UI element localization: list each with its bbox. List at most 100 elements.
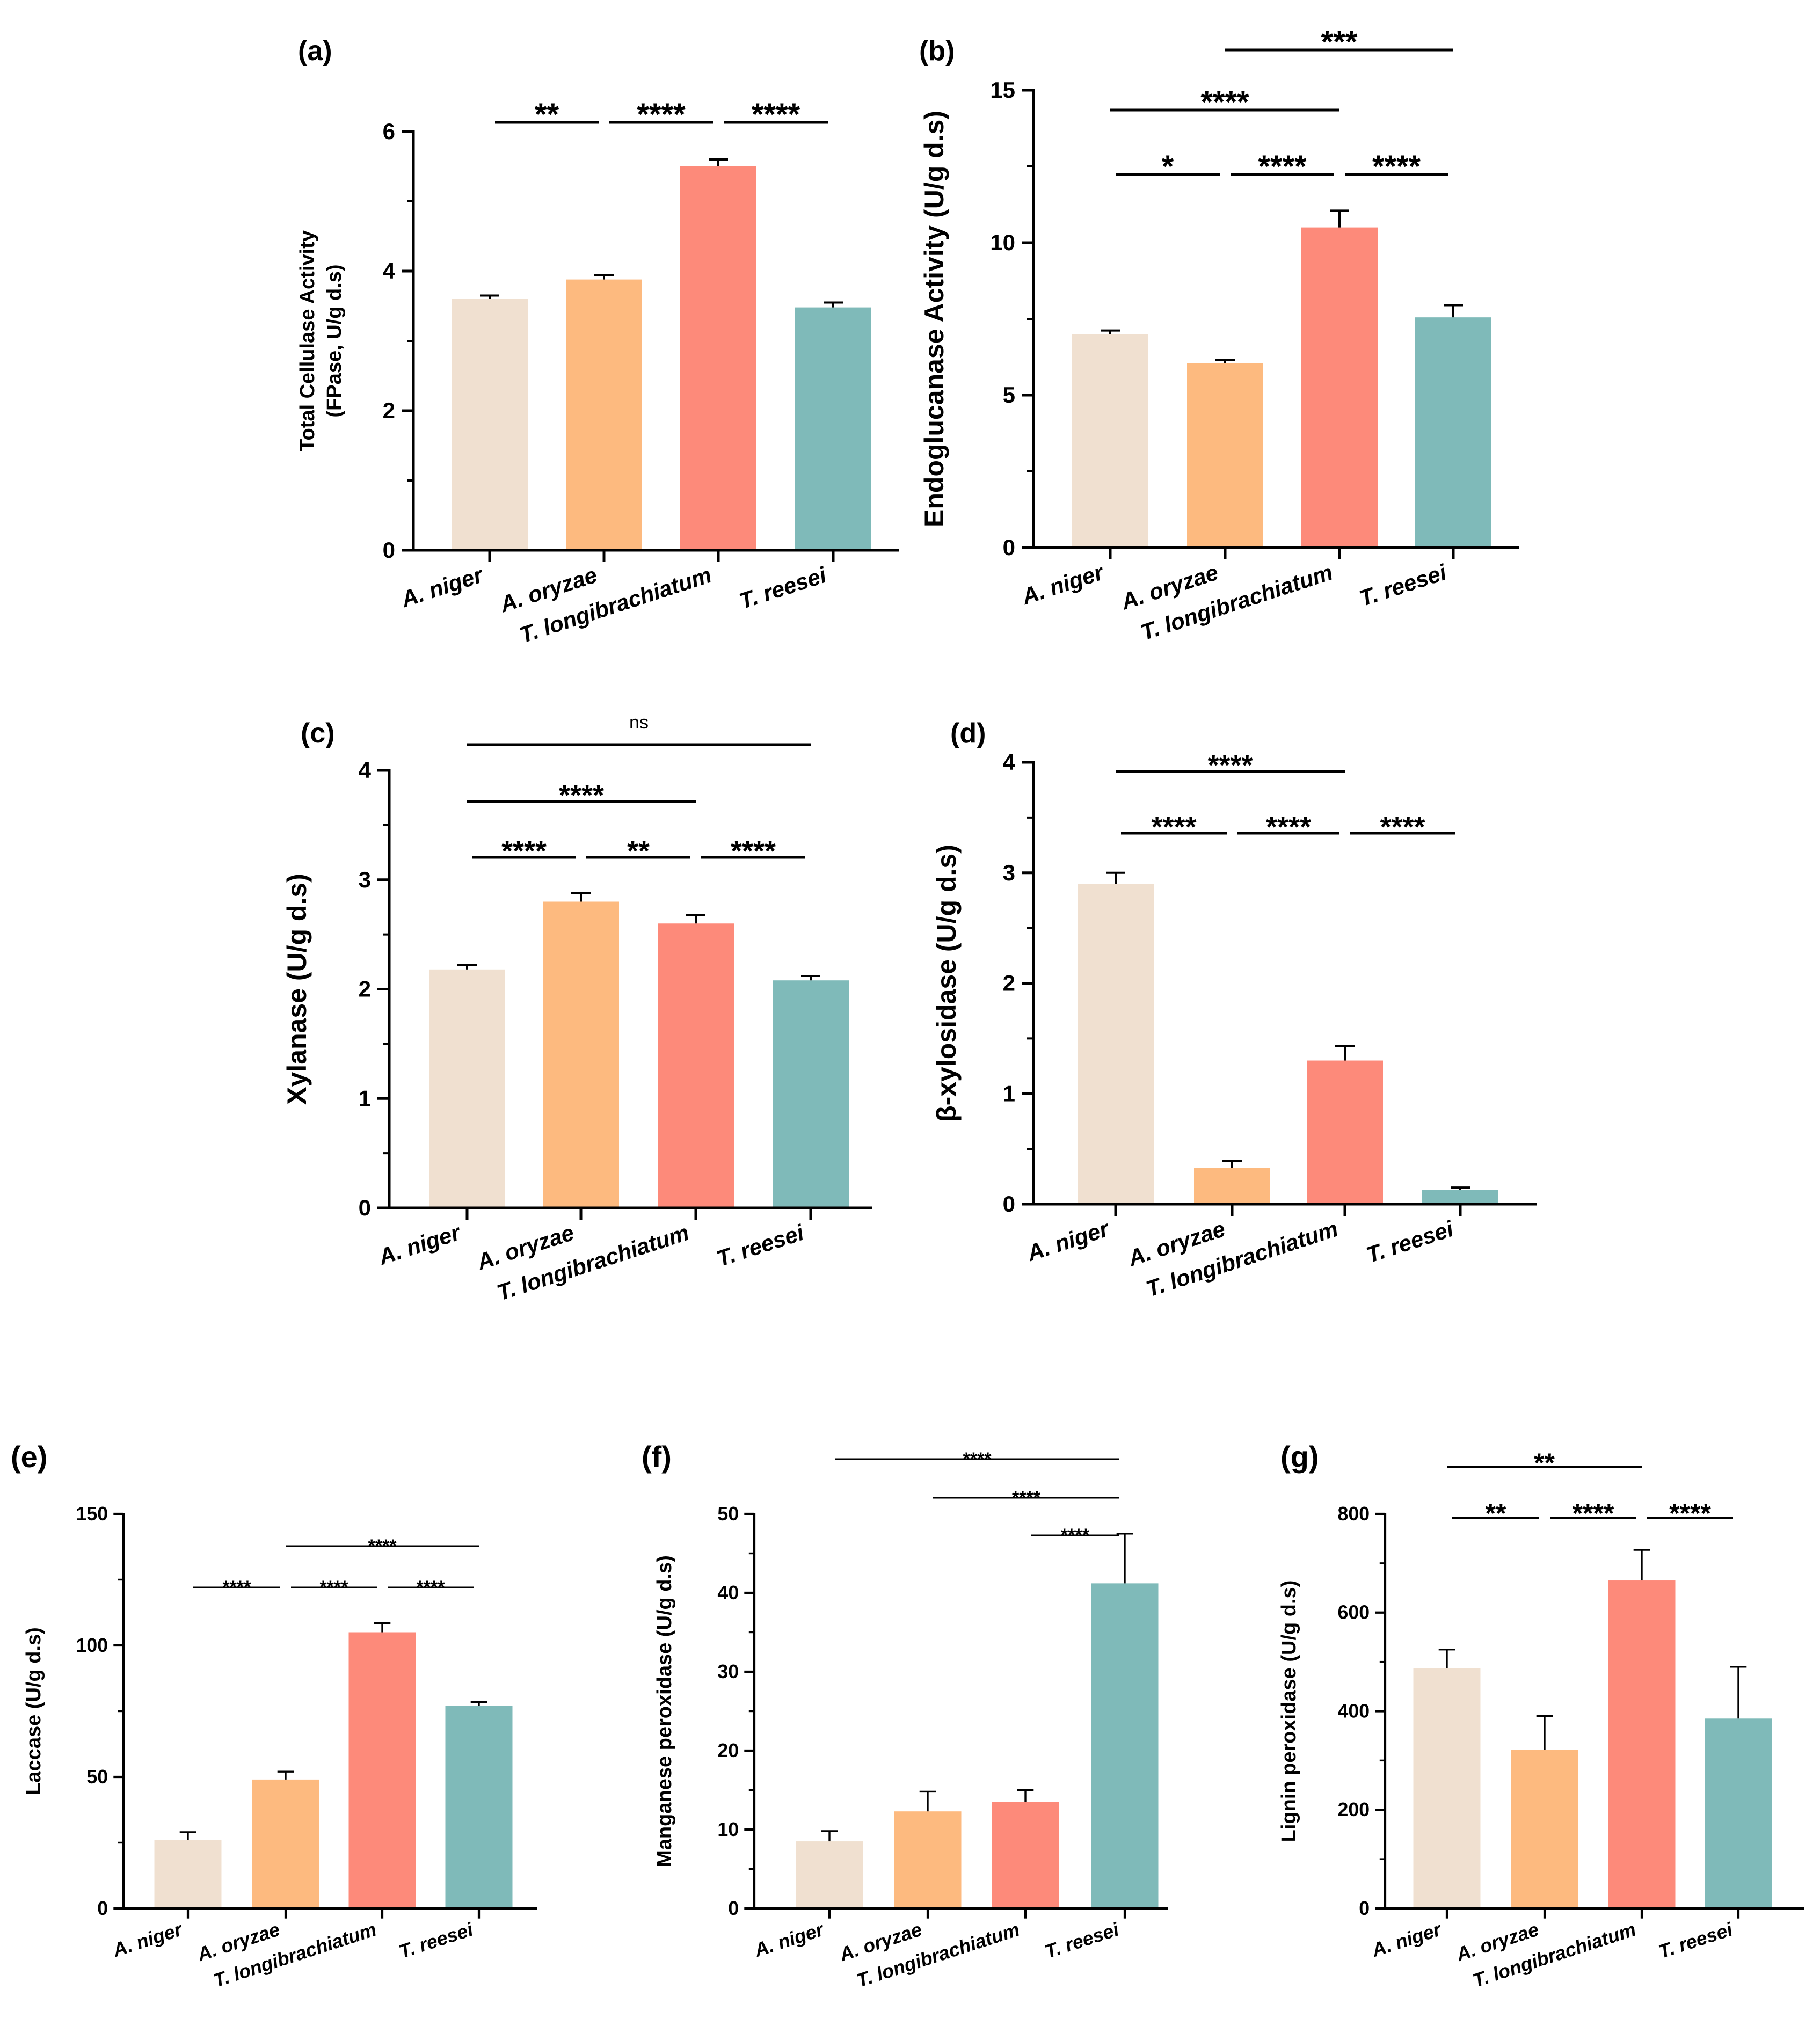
y-tick-label-e: 100 (76, 1635, 108, 1656)
panel-label-e: (e) (11, 1440, 47, 1474)
bar-a-t-longibrachiatum (680, 166, 756, 550)
panel-label-c: (c) (301, 718, 335, 749)
bar-g-a-oryzae (1511, 1750, 1578, 1908)
x-tick-label-f-t-reesei: T. reesei (1042, 1919, 1122, 1963)
y-axis-title-b: Endoglucanase Activity (U/g d.s) (919, 111, 949, 527)
x-tick-label-a-a-niger: A. niger (398, 562, 487, 612)
error-bar-g-t-reesei (1730, 1666, 1747, 1719)
x-tick-label-c-t-reesei: T. reesei (714, 1219, 807, 1271)
panel-label-d: (d) (950, 718, 986, 749)
x-tick-label-e-t-reesei: T. reesei (396, 1919, 476, 1963)
x-tick-label-b-t-reesei: T. reesei (1356, 559, 1450, 611)
bar-e-t-longibrachiatum (348, 1632, 416, 1908)
significance-label: ** (1534, 1448, 1555, 1478)
significance-e-2-3: **** (388, 1577, 474, 1598)
significance-b-2-3: **** (1345, 149, 1448, 184)
error-bar-b-a-oryzae (1215, 359, 1235, 363)
y-tick-label-a: 6 (383, 119, 395, 144)
bar-c-a-oryzae (543, 901, 619, 1208)
bar-g-t-longibrachiatum (1608, 1580, 1676, 1908)
error-bar-f-t-reesei (1116, 1533, 1133, 1584)
panel-label-a: (a) (298, 35, 332, 67)
x-tick-label-e-t-longibrachiatum: T. longibrachiatum (211, 1919, 379, 1992)
y-tick-label-d: 1 (1003, 1081, 1015, 1106)
bar-f-t-longibrachiatum (992, 1802, 1059, 1908)
y-tick-label-b: 10 (990, 230, 1015, 255)
significance-b-0-2: **** (1110, 85, 1339, 120)
significance-b-1-2: **** (1231, 149, 1334, 184)
significance-b-0-1: * (1116, 149, 1220, 184)
error-bar-g-a-niger (1438, 1648, 1455, 1668)
x-tick-label-g-t-reesei: T. reesei (1656, 1919, 1736, 1963)
y-tick-label-d: 0 (1003, 1191, 1015, 1216)
bar-f-t-reesei (1091, 1583, 1159, 1908)
x-tick-label-e-a-niger: A. niger (110, 1918, 186, 1961)
significance-b-1-3: *** (1225, 25, 1453, 60)
error-bar-c-a-niger (457, 964, 477, 970)
x-tick-label-b-a-niger: A. niger (1018, 559, 1108, 609)
error-bar-g-a-oryzae (1536, 1715, 1553, 1750)
y-tick-label-d: 3 (1003, 860, 1015, 885)
y-tick-label-e: 150 (76, 1503, 108, 1525)
significance-label: **** (1207, 749, 1253, 781)
significance-c-1-2: ** (586, 835, 690, 867)
error-bar-d-t-longibrachiatum (1335, 1045, 1355, 1061)
error-bar-g-t-longibrachiatum (1633, 1549, 1650, 1581)
bar-b-t-longibrachiatum (1301, 227, 1378, 548)
error-bar-d-a-niger (1106, 871, 1125, 884)
x-tick-label-f-t-longibrachiatum: T. longibrachiatum (854, 1919, 1022, 1992)
significance-f-2-3: **** (1031, 1525, 1119, 1546)
error-bar-d-t-reesei (1451, 1186, 1470, 1190)
x-tick-label-d-a-niger: A. niger (1024, 1215, 1113, 1266)
panel-label-g: (g) (1280, 1440, 1319, 1474)
error-bar-c-t-reesei (801, 975, 820, 981)
error-bar-b-a-niger (1101, 329, 1120, 334)
significance-label: **** (1380, 811, 1425, 843)
bar-e-a-oryzae (252, 1779, 319, 1908)
significance-label: **** (501, 835, 547, 867)
significance-label: **** (1266, 811, 1311, 843)
significance-f-1-3: **** (933, 1488, 1119, 1508)
bar-d-t-reesei (1422, 1190, 1498, 1204)
bar-e-a-niger (154, 1840, 222, 1908)
significance-a-1-2: **** (609, 97, 713, 132)
significance-label: **** (223, 1577, 252, 1598)
y-axis-title-a: (FPase, U/g d.s) (323, 264, 346, 417)
error-bar-c-a-oryzae (571, 892, 591, 902)
x-tick-label-f-a-niger: A. niger (751, 1918, 827, 1961)
significance-label: ns (629, 712, 649, 733)
significance-label: **** (1012, 1488, 1041, 1508)
bar-c-a-niger (429, 969, 505, 1208)
significance-e-1-2: **** (291, 1577, 377, 1598)
significance-c-2-3: **** (701, 835, 805, 867)
significance-c-0-2: **** (467, 779, 696, 811)
y-tick-label-e: 50 (86, 1766, 108, 1788)
error-bar-d-a-oryzae (1222, 1160, 1242, 1168)
bar-g-a-niger (1413, 1668, 1481, 1908)
significance-label: **** (559, 779, 604, 811)
y-tick-label-a: 0 (383, 537, 395, 563)
significance-c-0-1: **** (472, 835, 576, 867)
significance-a-0-1: ** (495, 97, 599, 132)
error-bar-a-t-reesei (824, 301, 843, 308)
bar-a-a-niger (452, 299, 528, 550)
error-bar-f-t-longibrachiatum (1017, 1789, 1034, 1802)
y-axis-title-d: β-xylosidase (U/g d.s) (931, 844, 962, 1122)
error-bar-c-t-longibrachiatum (686, 913, 705, 924)
error-bar-b-t-reesei (1444, 304, 1463, 318)
significance-label: ** (1486, 1498, 1506, 1528)
y-tick-label-g: 0 (1359, 1898, 1370, 1919)
significance-d-2-3: **** (1350, 811, 1455, 843)
significance-label: **** (1151, 811, 1196, 843)
significance-a-2-3: **** (724, 97, 828, 132)
y-axis-title-a: Total Cellulase Activity (296, 230, 319, 451)
y-tick-label-g: 200 (1338, 1799, 1370, 1820)
significance-g-2-3: **** (1647, 1498, 1733, 1528)
error-bar-a-t-longibrachiatum (709, 158, 728, 166)
bar-c-t-longibrachiatum (658, 923, 734, 1208)
y-tick-label-f: 20 (717, 1740, 739, 1761)
